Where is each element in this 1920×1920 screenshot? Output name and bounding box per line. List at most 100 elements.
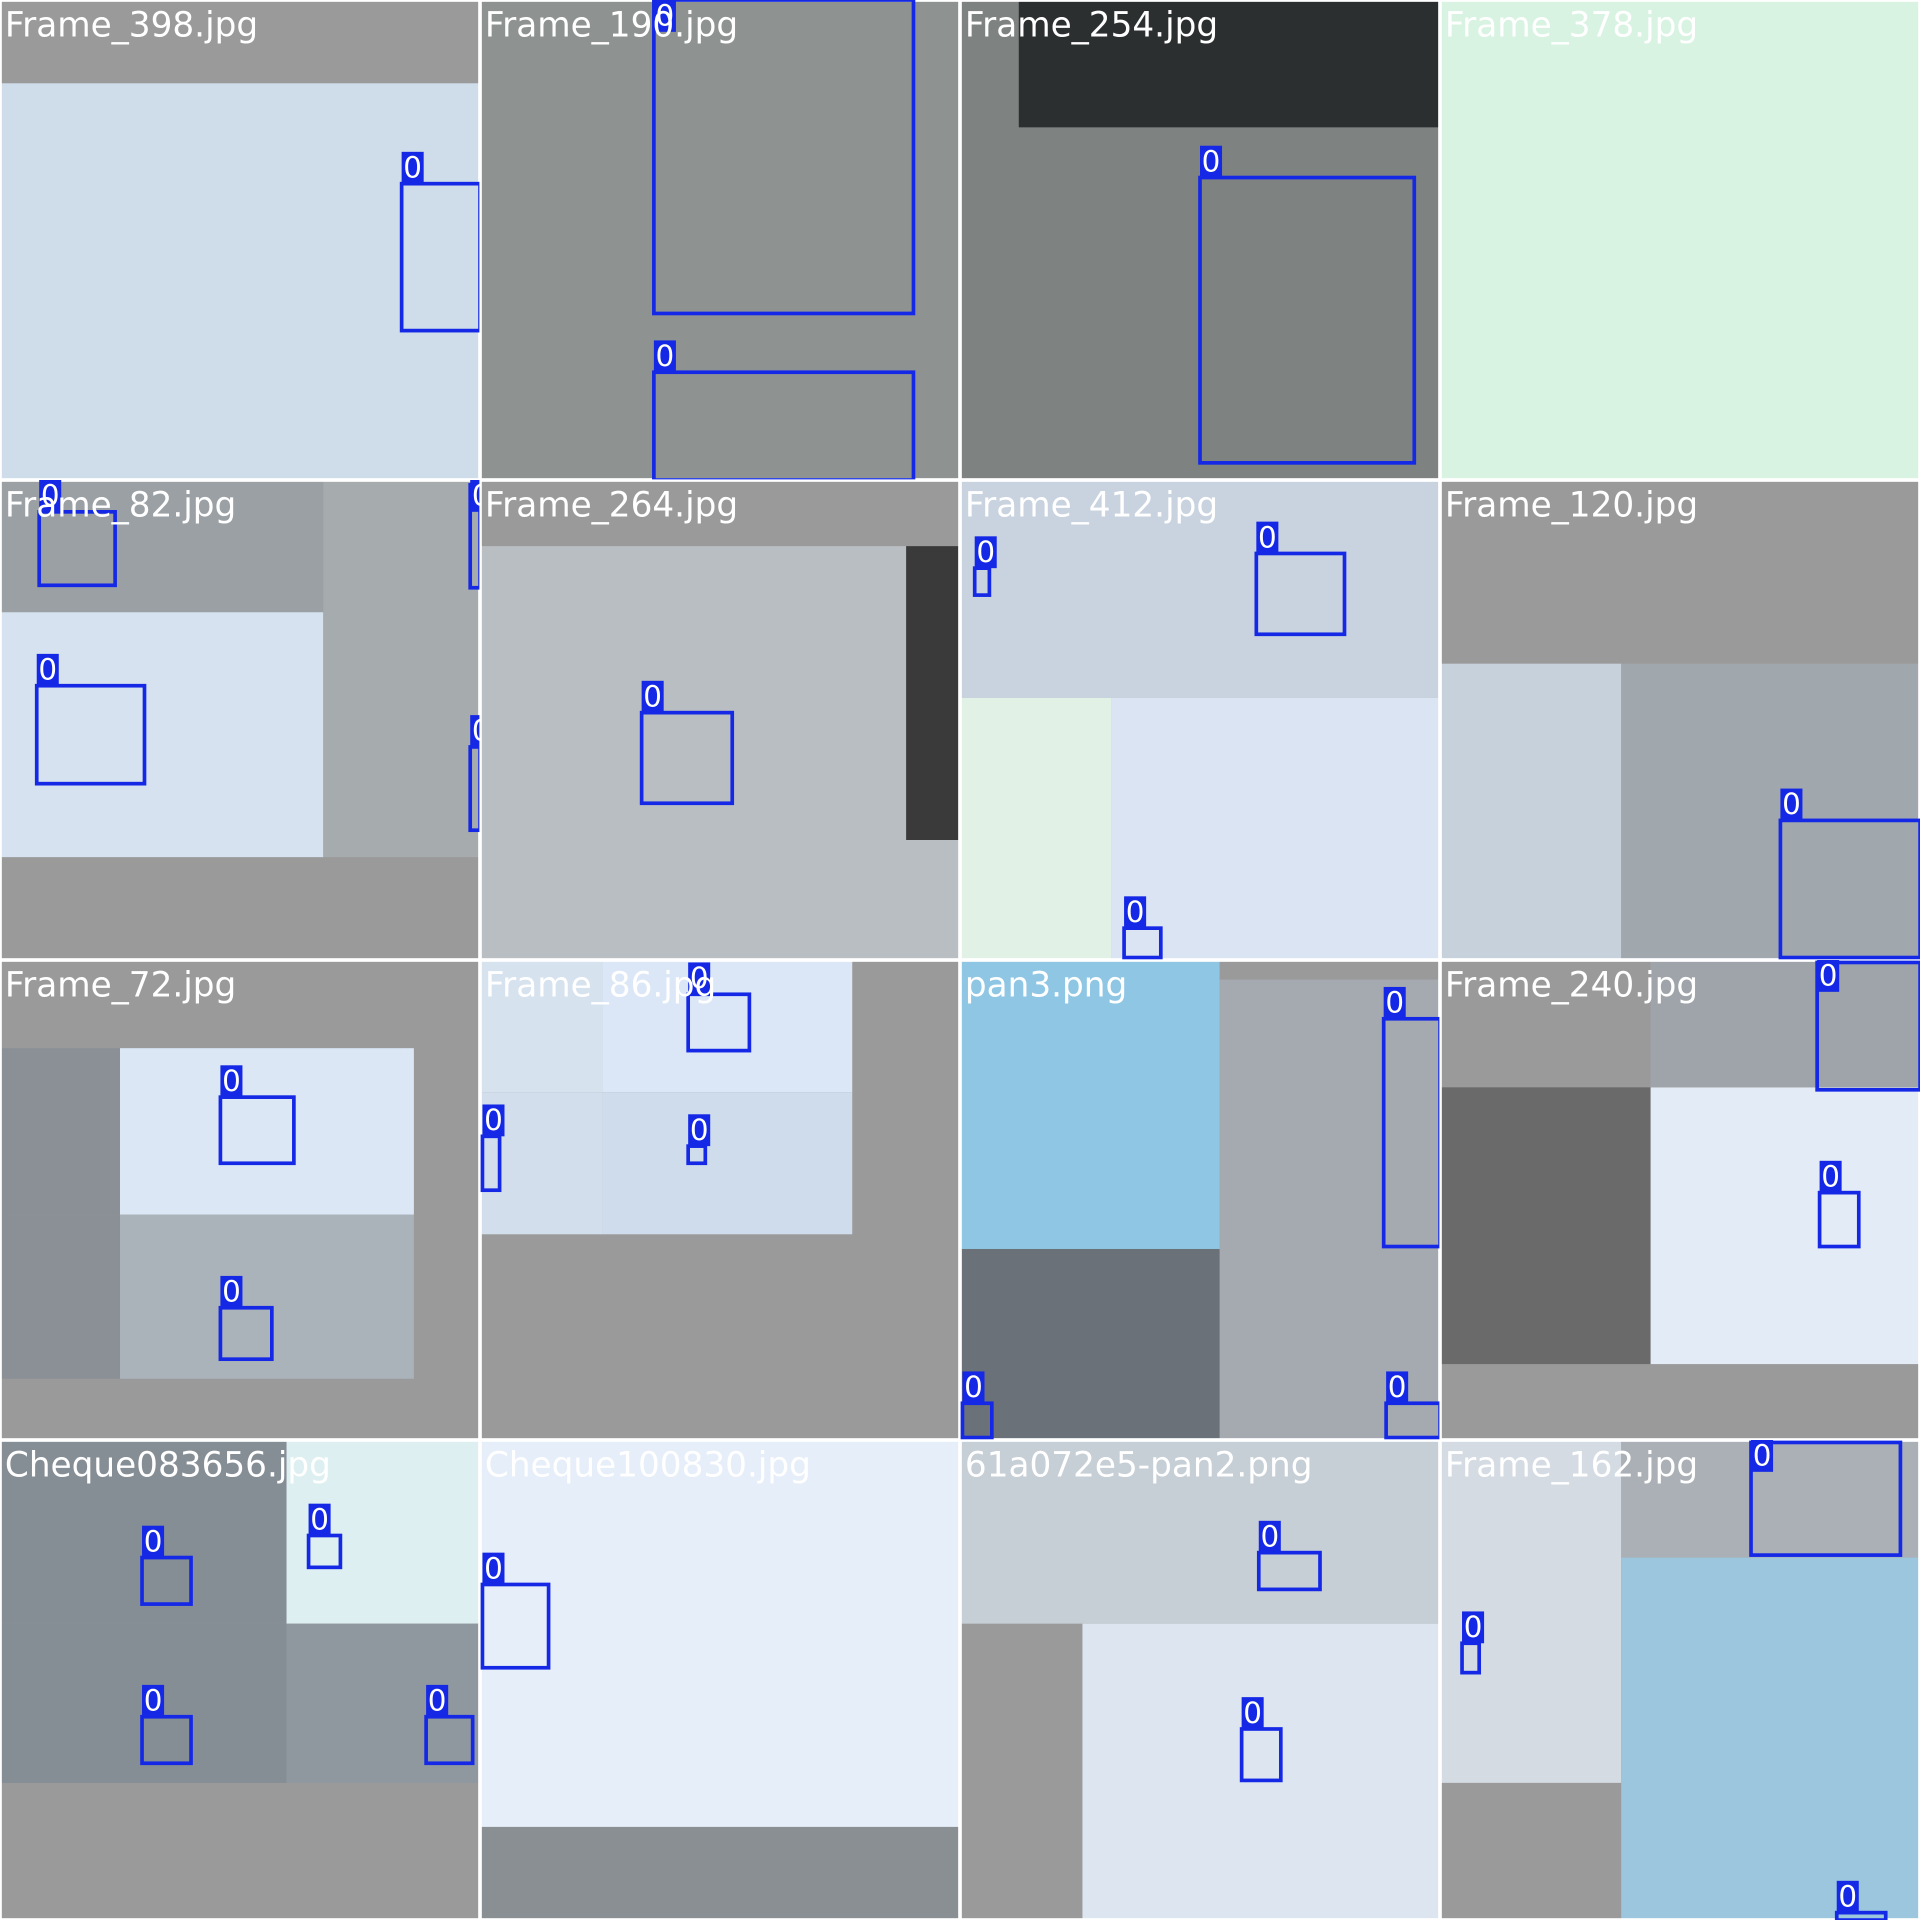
tile-border: [1439, 1439, 1920, 1920]
image-patch: [602, 1092, 853, 1235]
box-label-bg: [1817, 960, 1840, 992]
filename: pan3.png: [965, 965, 1127, 1005]
bounding-box: [1815, 960, 1920, 1092]
box-label: 0: [976, 535, 995, 569]
box-label-bg: [401, 151, 424, 184]
tile: 0000Frame_82.jpg: [0, 479, 493, 961]
image-patch: [480, 1440, 960, 1827]
image-patch: [1621, 1557, 1920, 1920]
bounding-box: [1254, 551, 1347, 637]
box-label: 0: [1385, 986, 1404, 1020]
box-label: 0: [964, 1370, 983, 1404]
box-label-bg: [962, 1371, 985, 1404]
tile: 0 Frame_120.jpg: [1439, 479, 1920, 961]
image-patch: [480, 1826, 960, 1920]
box-label: 0: [1782, 787, 1801, 821]
filename: Frame_398.jpg: [5, 5, 258, 45]
box-label-bg: [482, 1104, 505, 1137]
tile: 0 Cheque100830.jpg: [479, 1439, 961, 1920]
image-patch: [1650, 1087, 1920, 1365]
image-patch: [480, 960, 603, 1093]
box-label-bg: [308, 1503, 331, 1536]
box-label: 0: [403, 150, 422, 184]
filename: Frame_240.jpg: [1445, 965, 1698, 1005]
image-patch: [1440, 0, 1920, 480]
image-patch: [323, 480, 480, 858]
box-label-bg: [1751, 1440, 1774, 1472]
box-label-bg: [641, 680, 664, 713]
image-patch: [480, 546, 960, 960]
tile: 0 0 Frame_72.jpg: [0, 959, 481, 1441]
image-patch: [960, 1248, 1220, 1440]
box-label: 0: [1126, 895, 1145, 929]
bounding-box: [34, 683, 147, 786]
filename: Cheque083656.jpg: [5, 1445, 331, 1485]
box-label-bg: [1200, 145, 1223, 178]
box-label: 0: [1202, 144, 1221, 178]
filename: Frame_378.jpg: [1445, 5, 1698, 45]
image-patch: [960, 480, 1440, 698]
bounding-box: [1778, 818, 1920, 960]
box-label: 0: [484, 1103, 503, 1137]
image-patch: [906, 546, 960, 840]
filename: Frame_190.jpg: [485, 5, 738, 45]
box-label: 0: [484, 1551, 503, 1585]
filename: Frame_72.jpg: [5, 965, 236, 1005]
box-label: 0: [310, 1502, 329, 1536]
box-label-bg: [1241, 1697, 1264, 1729]
box-label: 0: [1464, 1610, 1483, 1644]
box-label-bg: [1780, 788, 1803, 821]
image-patch: [1219, 979, 1440, 1440]
filename: Frame_86.jpg: [485, 965, 716, 1005]
image-patch: [0, 1048, 120, 1215]
box-label: 0: [1260, 1519, 1279, 1553]
bounding-box: [424, 1714, 475, 1766]
box-label-bg: [482, 1552, 505, 1585]
box-label-bg: [1256, 521, 1279, 554]
tile: 0 0 0 0 Cheque083656.jpg: [0, 1439, 481, 1920]
box-label-bg: [36, 653, 59, 686]
tile: 0 Frame_254.jpg: [959, 0, 1441, 481]
image-patch: [960, 1440, 1440, 1624]
box-label: 0: [643, 679, 662, 713]
bounding-box: [686, 992, 752, 1053]
image-patch: [602, 960, 853, 1093]
tile: Frame_378.jpg: [1439, 0, 1920, 481]
bounding-box: [1256, 1550, 1322, 1592]
box-label-bg: [426, 1684, 449, 1717]
bounding-box: [140, 1555, 193, 1606]
box-label: 0: [1753, 1439, 1772, 1473]
box-label: 0: [222, 1275, 241, 1309]
box-label-bg: [653, 340, 676, 373]
box-label-bg: [1462, 1611, 1485, 1644]
image-patch: [120, 1048, 414, 1215]
box-label: 0: [1258, 520, 1277, 554]
box-label-bg: [220, 1065, 243, 1098]
image-patch: [960, 697, 1112, 960]
tile: 0 Frame_398.jpg: [0, 0, 482, 481]
box-label-bg: [1258, 1520, 1281, 1553]
box-label: 0: [428, 1684, 447, 1718]
image-patch: [1650, 960, 1920, 1088]
box-label-bg: [142, 1525, 165, 1558]
tile: 0 0 61a072e5-pan2.png: [959, 1439, 1441, 1920]
box-label: 0: [690, 1113, 709, 1147]
tile: 0 Frame_264.jpg: [479, 479, 961, 961]
image-patch: [1111, 697, 1440, 960]
box-label: 0: [690, 961, 709, 995]
box-label-bg: [1383, 986, 1406, 1019]
box-label-bg: [39, 480, 62, 512]
box-label-bg: [1124, 896, 1147, 929]
box-label: 0: [144, 1684, 163, 1718]
image-patch: [480, 0, 960, 480]
bounding-box: [652, 0, 916, 316]
filename: Frame_254.jpg: [965, 5, 1218, 45]
image-patch: [120, 1214, 414, 1379]
box-label: 0: [656, 339, 675, 373]
tile: 0 0 0 Frame_412.jpg: [959, 479, 1441, 961]
box-label: 0: [38, 653, 57, 687]
box-label-bg: [1836, 1880, 1859, 1913]
